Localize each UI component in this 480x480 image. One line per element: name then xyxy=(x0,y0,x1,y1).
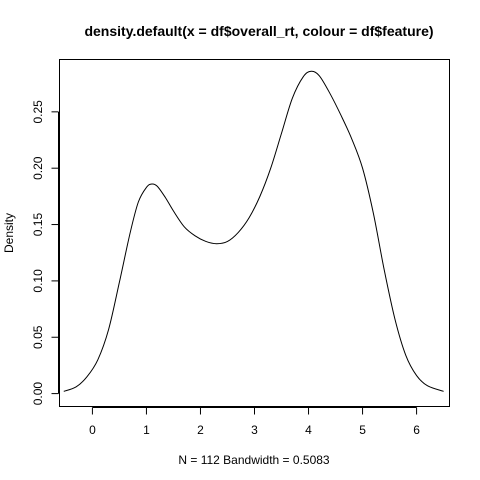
x-axis-label: N = 112 Bandwidth = 0.5083 xyxy=(178,453,330,467)
plot-frame xyxy=(59,59,450,407)
chart-title: density.default(x = df$overall_rt, colou… xyxy=(84,23,433,39)
y-tick-label: 0.05 xyxy=(31,325,45,349)
y-tick-label: 0.10 xyxy=(31,269,45,293)
y-tick-label: 0.15 xyxy=(31,213,45,237)
density-curve xyxy=(63,70,444,392)
x-tick-label: 6 xyxy=(413,423,420,437)
y-tick-label: 0.20 xyxy=(31,156,45,180)
x-tick-label: 2 xyxy=(197,423,204,437)
x-tick-label: 3 xyxy=(251,423,258,437)
x-tick-label: 4 xyxy=(305,423,312,437)
y-tick-label: 0.00 xyxy=(31,382,45,406)
x-tick-label: 1 xyxy=(143,423,150,437)
y-axis: 0.00 0.05 0.10 0.15 0.20 0.25 xyxy=(31,100,59,405)
x-tick-label: 5 xyxy=(359,423,366,437)
y-tick-label: 0.25 xyxy=(31,100,45,124)
y-axis-label: Density xyxy=(2,213,16,253)
x-tick-label: 0 xyxy=(89,423,96,437)
x-axis: 0 1 2 3 4 5 6 xyxy=(89,407,420,437)
